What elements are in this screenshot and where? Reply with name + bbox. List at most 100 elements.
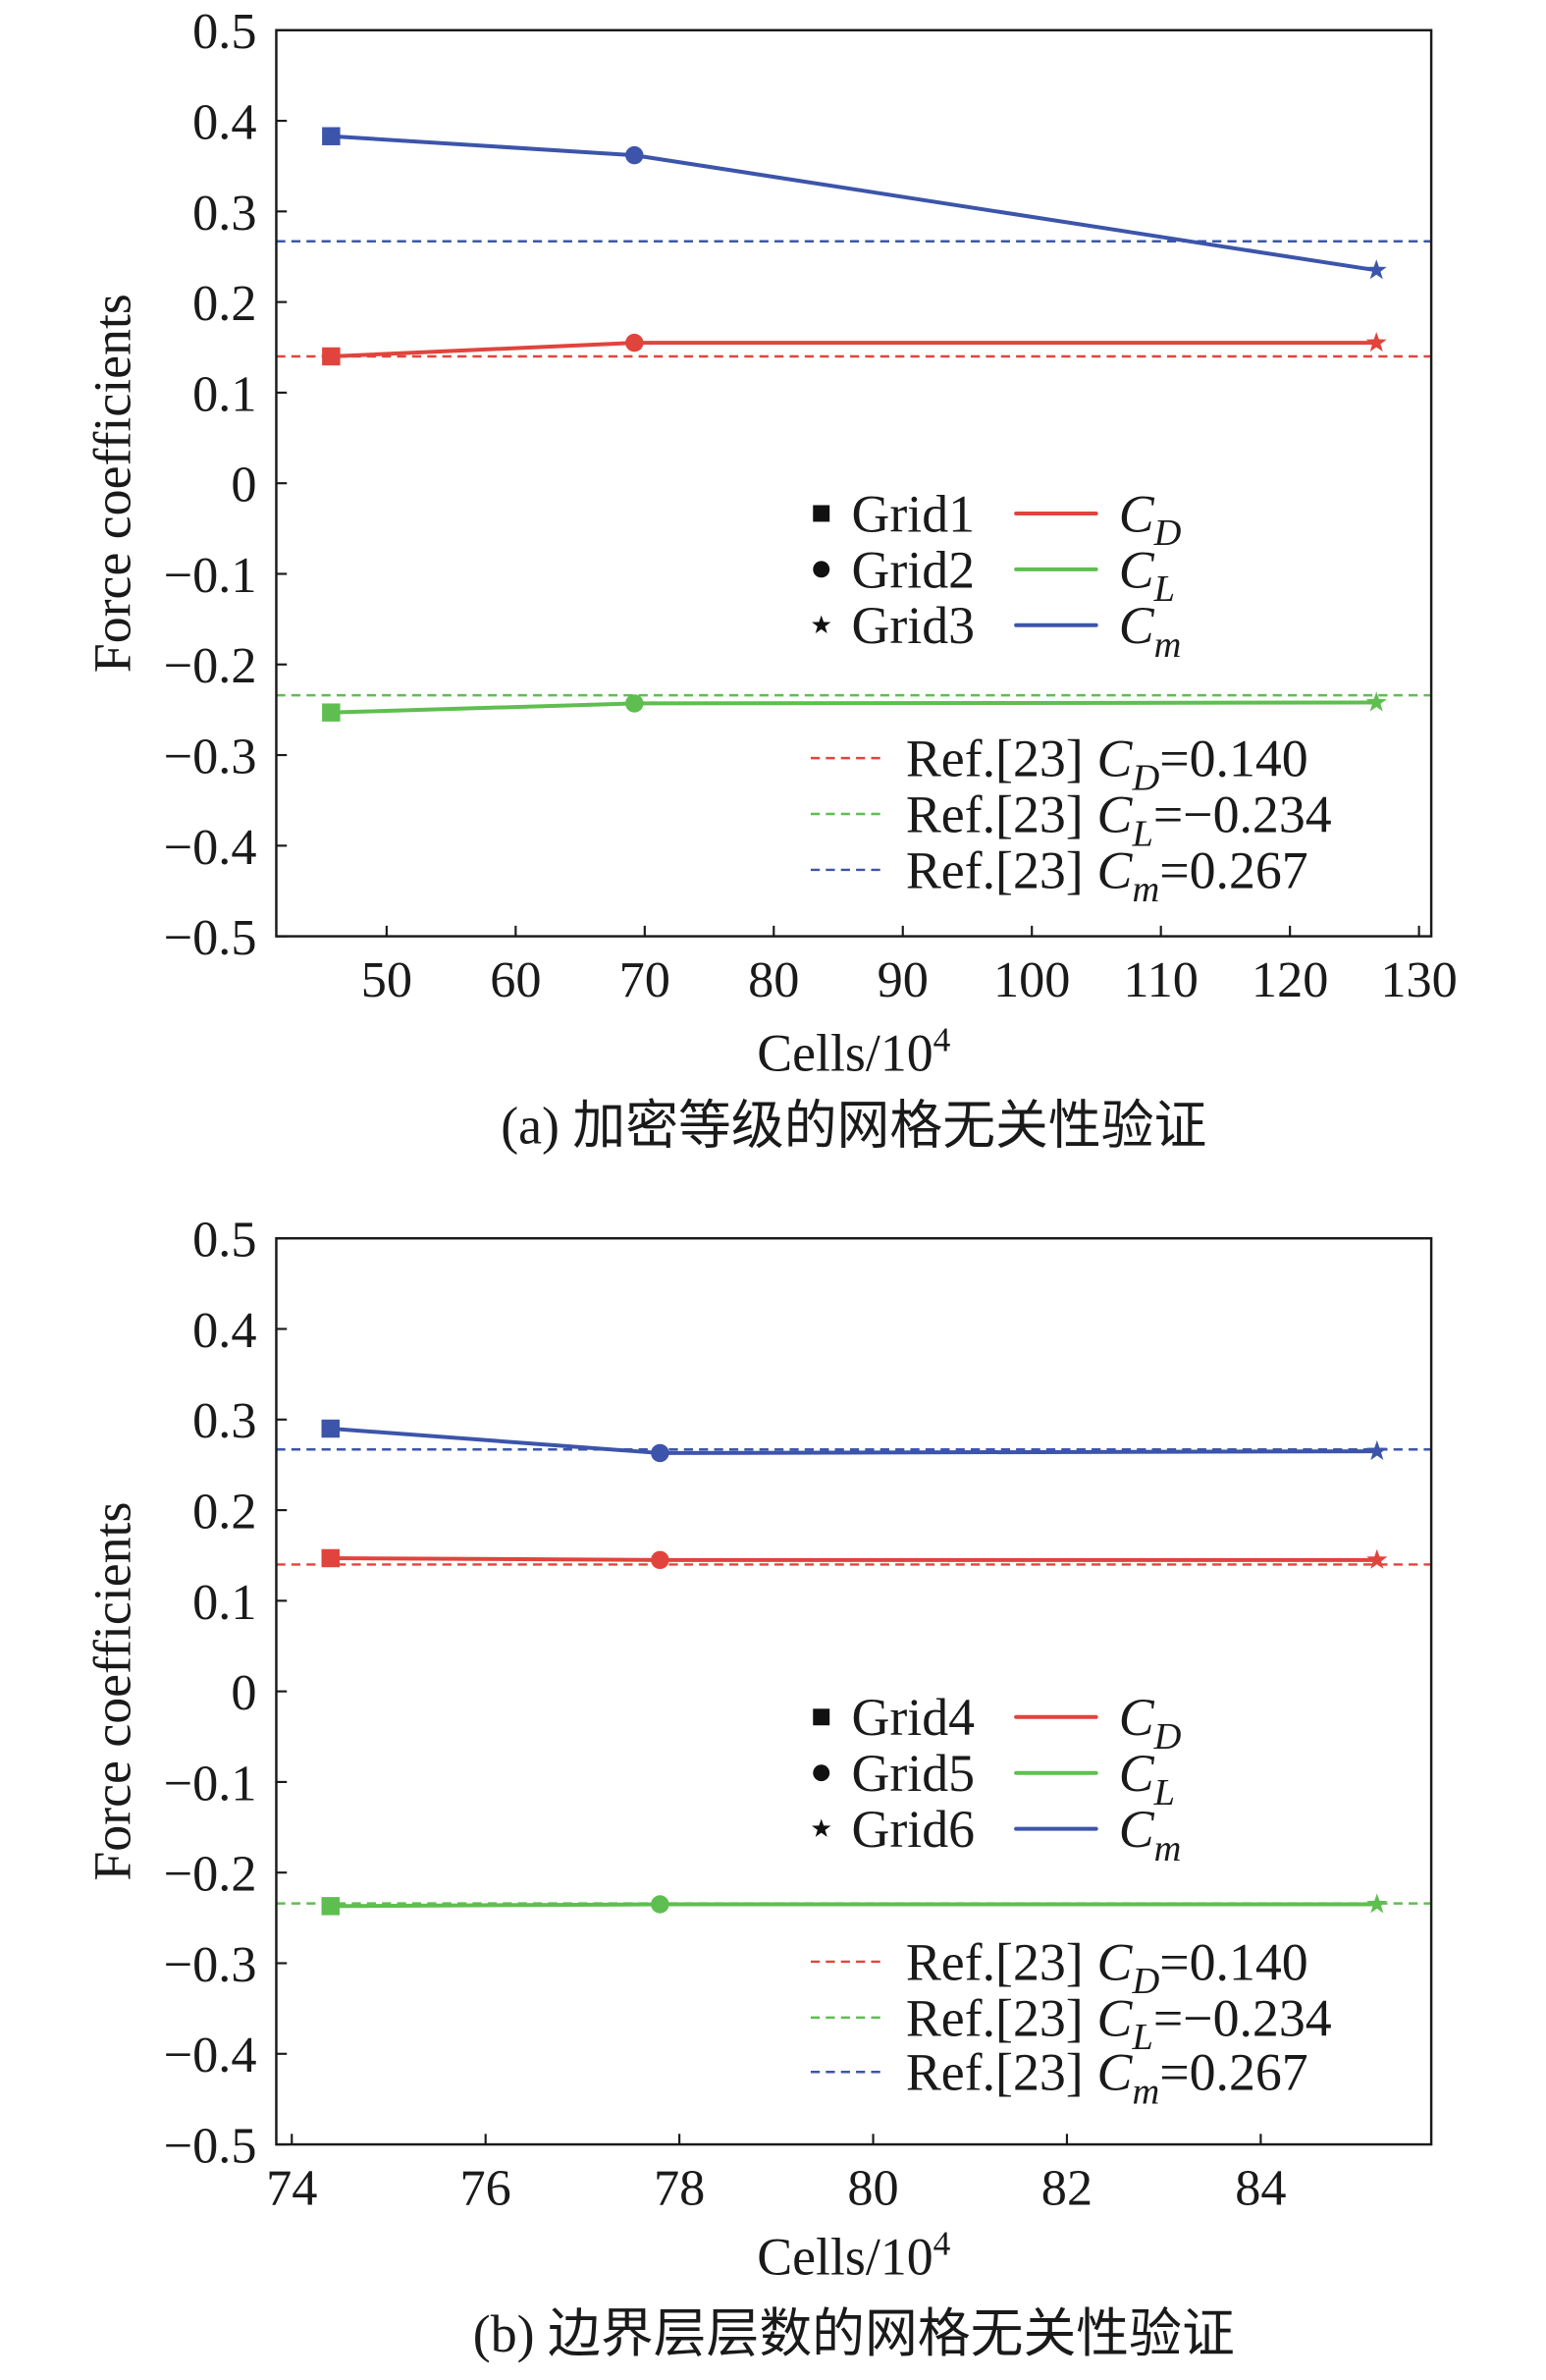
reference-symbol: C: [1097, 1932, 1134, 1991]
reference-lines: [276, 240, 1432, 697]
x-axis-label-exponent: 4: [933, 1019, 951, 1058]
ytick-label: 0.4: [192, 1302, 256, 1359]
ytick-label: 0.3: [192, 185, 256, 242]
data-point-grid2-cd: [625, 333, 644, 352]
ytick-label: −0.3: [164, 1936, 257, 1993]
legend-label-cl: CL: [1119, 540, 1175, 610]
xtick-label: 70: [619, 951, 670, 1008]
ytick-label: 0.2: [192, 275, 256, 332]
legend-marker-square: [813, 1708, 830, 1726]
data-point-grid1-cm: [322, 127, 341, 145]
reference-value: =−0.234: [1153, 784, 1332, 843]
reference-symbol: C: [1097, 2043, 1134, 2102]
xtick-label: 90: [878, 951, 929, 1008]
data-point-grid6-cl: [1366, 1893, 1388, 1914]
xtick-label: 100: [993, 951, 1070, 1008]
y-axis: 0.5 0.4 0.3 0.2 0.1 0 −0.1 −0.2 −0.3 −0.4 −0.5: [164, 3, 288, 966]
data-point-grid3-cd: [1365, 332, 1387, 352]
reference-subscript: m: [1132, 869, 1159, 910]
panel-a-chart: 0.5 0.4 0.3 0.2 0.1 0 −0.1 −0.2 −0.3 −0.4 −0.5 50 60…: [82, 3, 1458, 1155]
y-axis-label: Force coefficients: [82, 294, 141, 673]
y-axis: 0.5 0.4 0.3 0.2 0.1 0 −0.1 −0.2 −0.3 −0.4 −0.5: [164, 1212, 288, 2175]
data-point-grid5-cl: [651, 1895, 669, 1914]
reference-prefix: Ref.[23]: [906, 784, 1084, 843]
series-line-cl: [328, 1902, 1379, 1909]
legend-label-grid2: Grid2: [851, 540, 975, 599]
reference-value: =−0.234: [1153, 1988, 1332, 2047]
legend-symbol: C: [1119, 1744, 1155, 1803]
panel-b-chart: 0.5 0.4 0.3 0.2 0.1 0 −0.1 −0.2 −0.3 −0.4 −0.574 76…: [82, 1212, 1433, 2363]
data-point-grid6-cd: [1366, 1548, 1388, 1569]
reference-prefix: Ref.[23]: [906, 1932, 1084, 1991]
reference-symbol: C: [1097, 784, 1134, 843]
x-axis-label-base: Cells/10: [757, 2227, 933, 2286]
ytick-label: 0: [231, 457, 256, 514]
data-point-grid5-cd: [651, 1550, 669, 1570]
y-axis-label: Force coefficients: [82, 1502, 141, 1881]
legend-label-grid1: Grid1: [851, 484, 975, 543]
legend-label-grid6: Grid6: [851, 1800, 975, 1859]
ytick-label: −0.4: [164, 819, 257, 876]
ytick-label: 0.5: [192, 1212, 256, 1269]
ytick-label: −0.2: [164, 637, 257, 694]
data-point-grid5-cm: [651, 1443, 669, 1463]
legend-label-grid3: Grid3: [851, 596, 975, 655]
reference-value: =0.267: [1159, 840, 1307, 899]
legend-symbol: C: [1119, 484, 1155, 543]
legend-subscript: m: [1154, 1828, 1182, 1869]
figure-caption: (b) 边界层层数的网格无关性验证: [473, 2304, 1235, 2363]
ytick-label: −0.4: [164, 2027, 257, 2083]
xtick-label: 76: [460, 2160, 511, 2217]
ytick-label: 0.3: [192, 1392, 256, 1449]
xtick-label: 74: [266, 2160, 317, 2217]
legend-subscript: D: [1153, 1716, 1182, 1758]
data-point-grid2-cl: [625, 694, 644, 713]
x-axis-label-base: Cells/10: [757, 1023, 933, 1082]
series-line-cl: [329, 700, 1379, 715]
reference-value: =0.140: [1159, 730, 1307, 788]
legend-symbol: C: [1119, 596, 1155, 655]
ytick-label: −0.3: [164, 728, 257, 784]
reference-label-cl: Ref.[23] CL=−0.234: [906, 784, 1332, 854]
data-point-grid4-cm: [321, 1419, 340, 1438]
ytick-label: 0.1: [192, 1574, 256, 1631]
legend-label-grid5: Grid5: [851, 1744, 975, 1803]
xtick-label: 80: [748, 951, 799, 1008]
legend-symbol: C: [1119, 1688, 1155, 1747]
ytick-label: −0.5: [164, 2118, 257, 2175]
xtick-label: 78: [654, 2160, 705, 2217]
reference-prefix: Ref.[23]: [906, 1988, 1084, 2047]
legend-subscript: L: [1153, 568, 1175, 610]
ytick-label: 0.5: [192, 3, 256, 60]
x-axis: 50 60 70 80 90 100 110 120 130: [361, 925, 1458, 1008]
legend-label-cl: CL: [1119, 1744, 1175, 1813]
x-axis: 74 76 78 80 82 84: [266, 2134, 1287, 2217]
data-series: [321, 1419, 1388, 1916]
data-point-grid1-cd: [322, 347, 341, 366]
reference-label-cm: Ref.[23] Cm=0.267: [906, 840, 1308, 910]
xtick-label: 60: [490, 951, 541, 1008]
reference-value: =0.267: [1159, 2043, 1307, 2102]
ytick-label: 0.4: [192, 94, 256, 151]
ytick-label: −0.1: [164, 1755, 257, 1812]
data-point-grid2-cm: [625, 145, 644, 165]
reference-prefix: Ref.[23]: [906, 2043, 1084, 2102]
reference-symbol: C: [1097, 1988, 1134, 2047]
xtick-label: 82: [1041, 2160, 1093, 2217]
data-point-grid4-cd: [321, 1548, 340, 1568]
reference-symbol: C: [1097, 730, 1134, 788]
legend-label-grid4: Grid4: [851, 1688, 975, 1747]
xtick-label: 120: [1252, 951, 1328, 1008]
reference-subscript: D: [1131, 1961, 1159, 2002]
reference-prefix: Ref.[23]: [906, 730, 1084, 788]
reference-prefix: Ref.[23]: [906, 840, 1084, 899]
ytick-label: 0.2: [192, 1484, 256, 1541]
series-line-cd: [329, 341, 1379, 358]
legend-marker-square: [813, 505, 830, 522]
ytick-label: 0.1: [192, 365, 256, 422]
reference-label-cd: Ref.[23] CD=0.140: [906, 1932, 1308, 2002]
legend-symbol: C: [1119, 1800, 1155, 1859]
data-point-grid1-cl: [322, 703, 341, 722]
